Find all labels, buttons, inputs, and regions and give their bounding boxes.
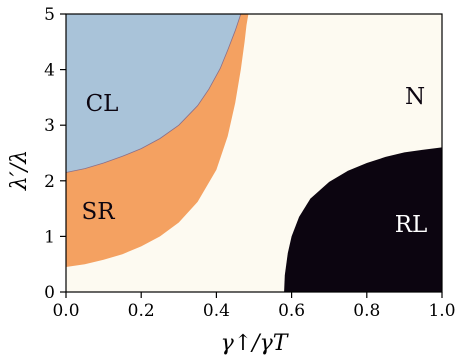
x-tick-label: 0.0 [52,301,79,321]
y-tick-label: 0 [44,283,55,303]
x-tick-label: 0.2 [128,301,155,321]
y-tick-label: 2 [44,172,55,192]
y-tick-label: 3 [44,116,55,136]
x-axis-label: γ↑/γT [221,331,290,356]
y-tick-label: 1 [44,227,55,247]
region-label-rl: RL [395,212,428,238]
region-label-n: N [405,84,425,110]
y-tick-label: 4 [44,61,55,81]
y-tick-label: 5 [44,5,55,25]
x-tick-label: 0.8 [353,301,380,321]
x-tick-label: 0.6 [278,301,305,321]
x-tick-label: 1.0 [428,301,455,321]
x-tick-label: 0.4 [203,301,230,321]
cl-sr-boundary [65,13,242,173]
plot-frame [65,13,443,293]
y-axis-label: λ′/λ [7,150,32,191]
region-label-sr: SR [81,199,115,225]
region-cl [66,14,241,173]
plot-area [65,13,442,292]
region-rl [284,147,442,292]
region-label-cl: CL [86,91,119,117]
axes: 0.0 0.2 0.4 0.6 0.8 1.0 0 1 2 3 4 5 [44,5,455,321]
